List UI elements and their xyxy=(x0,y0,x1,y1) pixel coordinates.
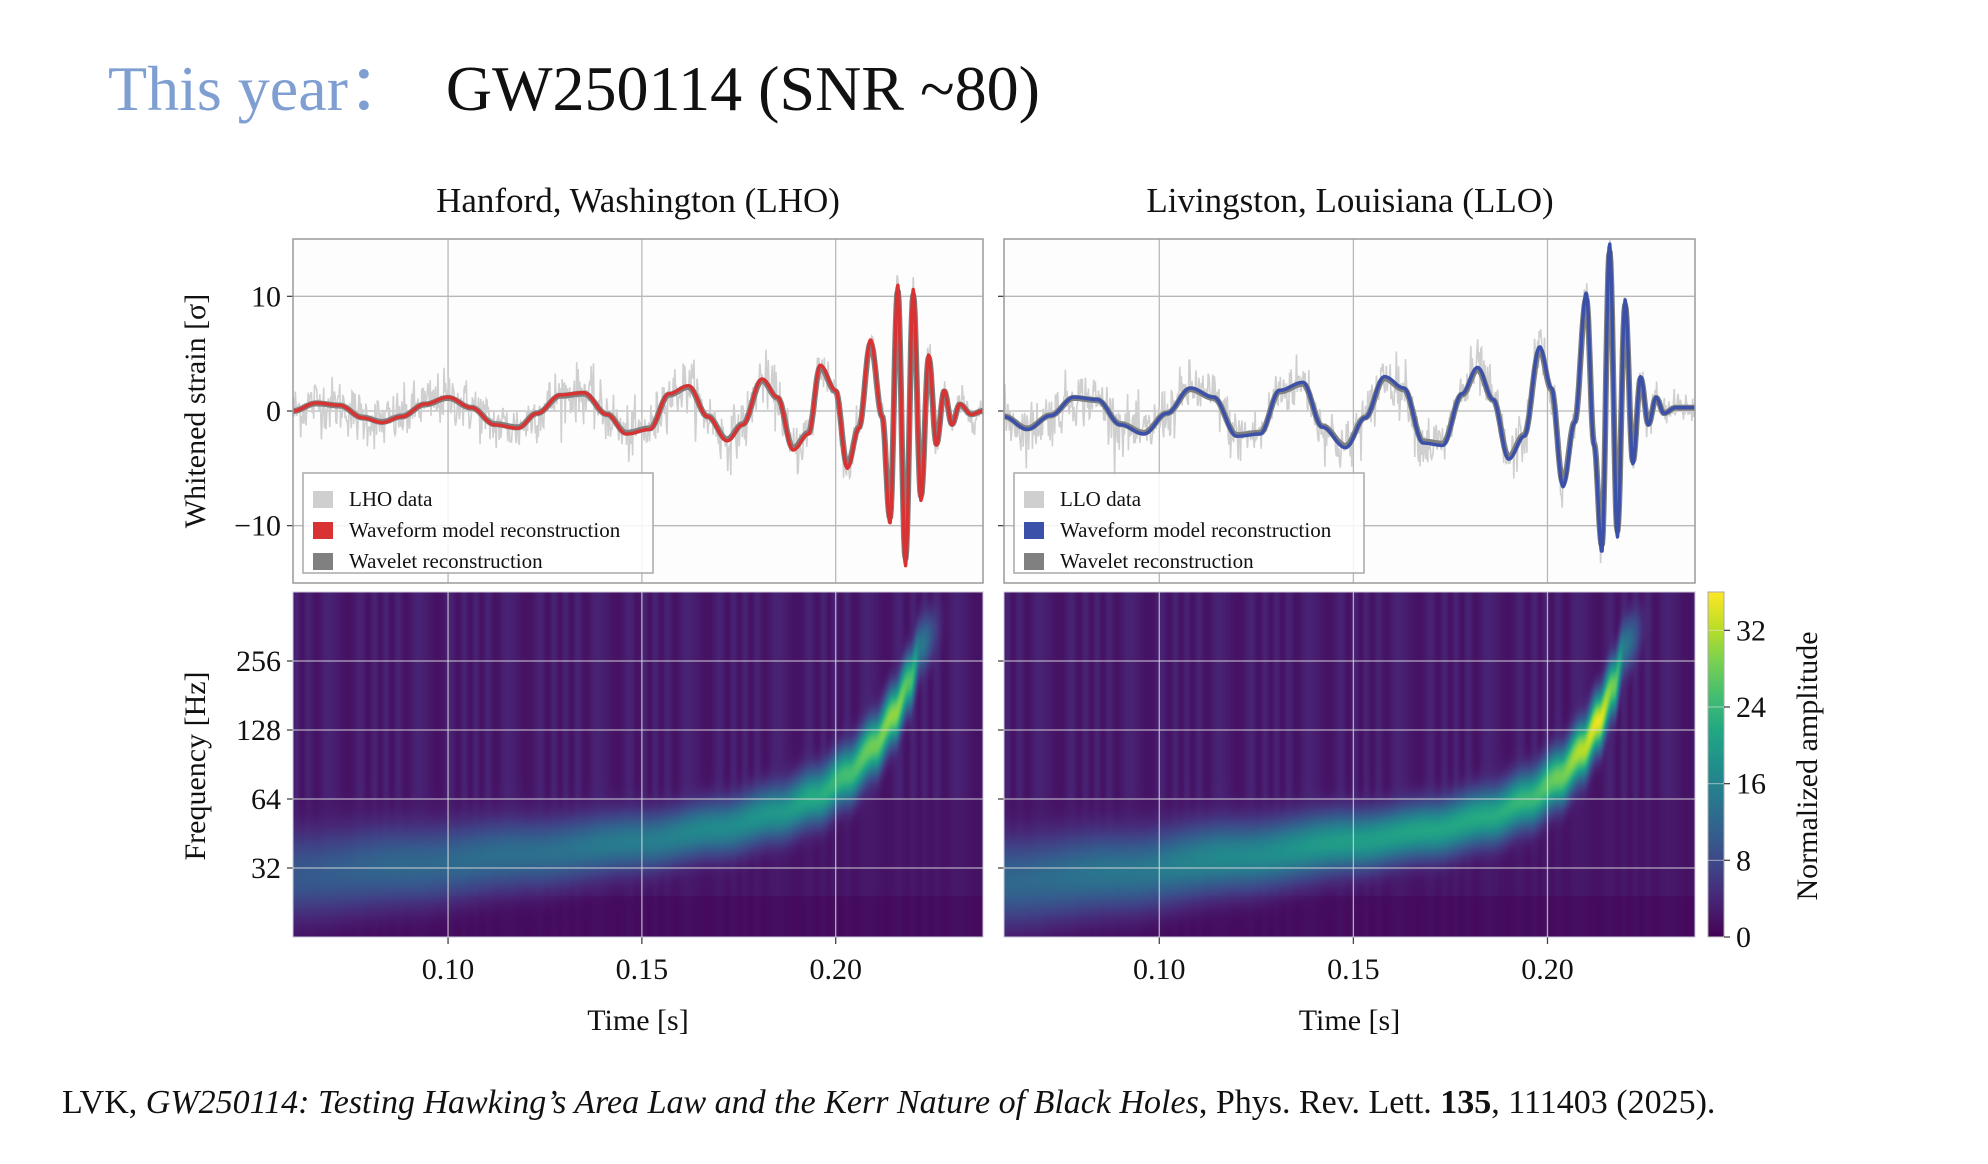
legend-label: LHO data xyxy=(349,487,433,511)
llo-spectrogram-panel: 0.10 0.15 0.20 Time [s] xyxy=(998,591,1696,1037)
y-tick-label: 32 xyxy=(251,852,281,885)
colorbar-label: Normalized amplitude xyxy=(1791,631,1824,900)
colorbar-tick-label: 16 xyxy=(1736,768,1766,801)
x-axis-label: Time [s] xyxy=(587,1004,688,1037)
waveform-model-line xyxy=(292,283,984,568)
y-tick-label: 0 xyxy=(266,395,281,428)
citation-volume: 135 xyxy=(1440,1084,1492,1121)
colorbar: 0 8 16 24 32 Normalized amplitude xyxy=(1707,591,1824,954)
legend-swatch xyxy=(313,553,333,570)
citation-authors: LVK, xyxy=(62,1084,146,1121)
slide-title: This year： GW250114 (SNR ~80) xyxy=(108,46,1040,132)
citation-title: GW250114: Testing Hawking’s Area Law and… xyxy=(145,1084,1199,1121)
legend-box xyxy=(1013,472,1365,574)
llo-strain-panel: LLO data Waveform model reconstruction Wav… xyxy=(998,238,1698,584)
lho-spectrogram-image xyxy=(293,592,983,937)
legend-box xyxy=(302,472,654,574)
plot-frame xyxy=(1003,238,1696,584)
x-tick-label: 0.10 xyxy=(1133,953,1186,986)
strain-y-axis-label: Whitened strain [σ] xyxy=(179,294,212,528)
citation-journal: , Phys. Rev. Lett. xyxy=(1198,1084,1441,1121)
colorbar-tick-label: 8 xyxy=(1736,844,1751,877)
legend: LHO data Waveform model reconstruction Wav… xyxy=(302,472,654,574)
citation: LVK, GW250114: Testing Hawking’s Area La… xyxy=(62,1080,1715,1126)
legend-label: Waveform model reconstruction xyxy=(1060,518,1332,542)
y-tick-label: 64 xyxy=(251,783,281,816)
x-tick-label: 0.15 xyxy=(1327,953,1380,986)
colorbar-frame xyxy=(1707,591,1725,938)
plot-frame xyxy=(1003,591,1696,938)
colorbar-gradient xyxy=(1708,592,1724,937)
plot-frame xyxy=(292,591,984,938)
x-tick-label: 0.20 xyxy=(809,953,862,986)
legend-swatch xyxy=(313,491,333,508)
waveform-model-line xyxy=(1003,242,1696,553)
slide-title-main: GW250114 (SNR ~80) xyxy=(445,53,1040,124)
legend-label: LLO data xyxy=(1060,487,1142,511)
x-tick-label: 0.15 xyxy=(616,953,669,986)
colorbar-tick-label: 32 xyxy=(1736,614,1766,647)
frequency-y-axis-label: Frequency [Hz] xyxy=(179,671,212,860)
legend-label: Wavelet reconstruction xyxy=(1060,549,1254,573)
x-axis-label: Time [s] xyxy=(1299,1004,1400,1037)
y-tick-label: 10 xyxy=(251,280,281,313)
y-tick-label: 256 xyxy=(236,645,281,678)
lho-panel-title: Hanford, Washington (LHO) xyxy=(436,181,840,220)
plot-frame xyxy=(292,238,984,584)
lho-strain-panel: 10 0 −10 LHO data Waveform model reconstruct… xyxy=(234,238,986,584)
y-tick-label: −10 xyxy=(234,510,281,543)
slide-title-lead: This year： xyxy=(108,53,412,124)
legend-swatch xyxy=(1024,491,1044,508)
x-tick-label: 0.20 xyxy=(1521,953,1574,986)
legend-swatch xyxy=(1024,522,1044,539)
llo-panel-title: Livingston, Louisiana (LLO) xyxy=(1146,181,1554,220)
llo-spectrogram-image xyxy=(1004,592,1695,937)
legend-label: Waveform model reconstruction xyxy=(349,518,621,542)
y-tick-label: 128 xyxy=(236,714,281,747)
citation-rest: , 111403 (2025). xyxy=(1491,1084,1716,1121)
legend: LLO data Waveform model reconstruction Wav… xyxy=(1013,472,1365,574)
legend-label: Wavelet reconstruction xyxy=(349,549,543,573)
lho-spectrogram-panel: 0.10 0.15 0.20 32 64 128 256 Time [s] xyxy=(236,591,984,1037)
x-tick-label: 0.10 xyxy=(422,953,475,986)
colorbar-tick-label: 0 xyxy=(1736,921,1751,954)
legend-swatch xyxy=(1024,553,1044,570)
colorbar-tick-label: 24 xyxy=(1736,691,1766,724)
legend-swatch xyxy=(313,522,333,539)
